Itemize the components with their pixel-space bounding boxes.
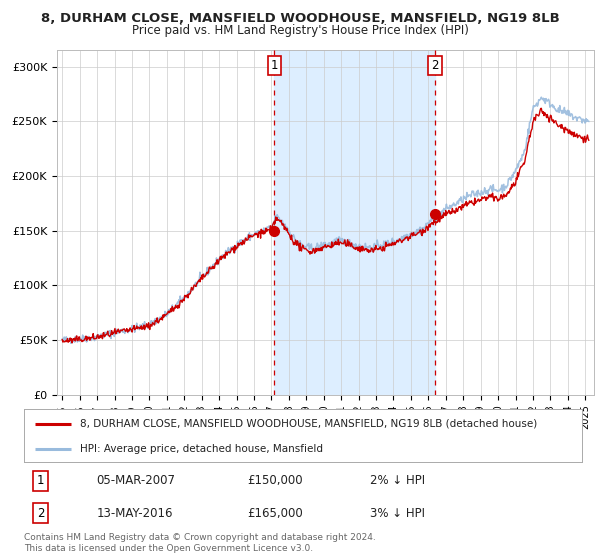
Text: Price paid vs. HM Land Registry's House Price Index (HPI): Price paid vs. HM Land Registry's House … xyxy=(131,24,469,37)
Text: 05-MAR-2007: 05-MAR-2007 xyxy=(97,474,176,487)
Text: 1: 1 xyxy=(271,59,278,72)
Text: HPI: Average price, detached house, Mansfield: HPI: Average price, detached house, Mans… xyxy=(80,444,323,454)
Text: £150,000: £150,000 xyxy=(247,474,303,487)
Text: 13-MAY-2016: 13-MAY-2016 xyxy=(97,507,173,520)
Text: Contains HM Land Registry data © Crown copyright and database right 2024.
This d: Contains HM Land Registry data © Crown c… xyxy=(24,533,376,553)
Text: 8, DURHAM CLOSE, MANSFIELD WOODHOUSE, MANSFIELD, NG19 8LB (detached house): 8, DURHAM CLOSE, MANSFIELD WOODHOUSE, MA… xyxy=(80,419,537,429)
Bar xyxy=(274,50,435,395)
Text: £165,000: £165,000 xyxy=(247,507,303,520)
Text: 2: 2 xyxy=(431,59,439,72)
Text: 2% ↓ HPI: 2% ↓ HPI xyxy=(370,474,425,487)
Text: 8, DURHAM CLOSE, MANSFIELD WOODHOUSE, MANSFIELD, NG19 8LB: 8, DURHAM CLOSE, MANSFIELD WOODHOUSE, MA… xyxy=(41,12,559,25)
Text: 1: 1 xyxy=(37,474,44,487)
Text: 2: 2 xyxy=(37,507,44,520)
Text: 3% ↓ HPI: 3% ↓ HPI xyxy=(370,507,425,520)
